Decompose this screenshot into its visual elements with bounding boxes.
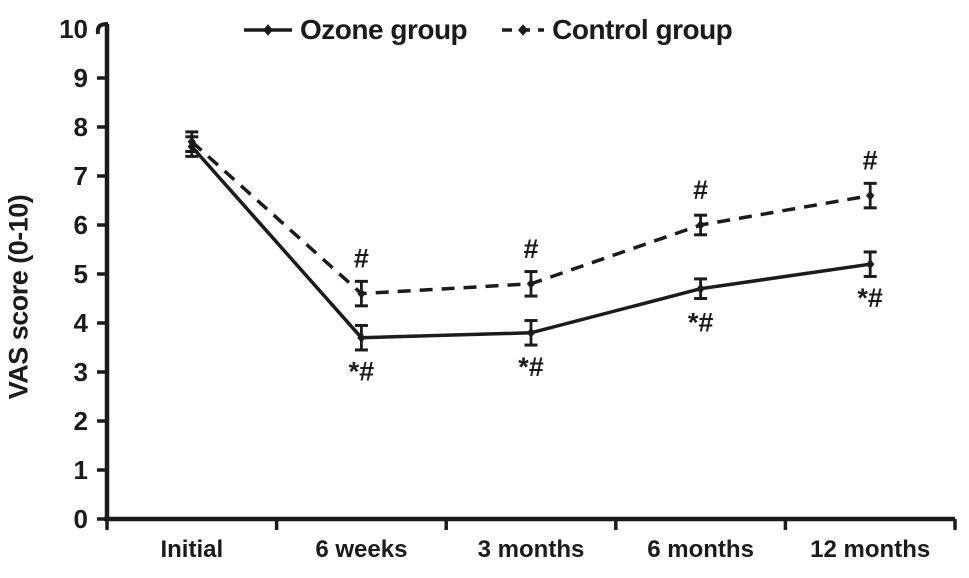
x-tick-label: Initial bbox=[160, 536, 223, 563]
ozone-group-data-point-marker bbox=[526, 327, 536, 338]
legend-item-control-group: Control group bbox=[501, 14, 733, 46]
ozone-group-significance-annotation: *# bbox=[518, 352, 544, 382]
x-tick-label: 3 months bbox=[478, 536, 585, 563]
control-group-data-point-marker bbox=[696, 220, 705, 230]
x-tick-label: 6 weeks bbox=[315, 536, 407, 563]
y-tick-label: 7 bbox=[74, 161, 88, 191]
ozone-group-significance-annotation: *# bbox=[688, 308, 714, 338]
y-tick-label: 10 bbox=[59, 14, 88, 44]
ozone-group-data-point-marker bbox=[696, 283, 705, 294]
control-group-data-point-marker bbox=[866, 190, 875, 201]
y-tick-label: 3 bbox=[74, 357, 88, 387]
ozone-group-data-point-marker bbox=[357, 332, 366, 343]
legend-label-ozone-group: Ozone group bbox=[300, 14, 468, 45]
control-group-significance-annotation: # bbox=[693, 175, 708, 205]
control-group-significance-annotation: # bbox=[354, 244, 369, 274]
y-tick-label: 2 bbox=[74, 406, 88, 436]
control-group-data-point-marker bbox=[526, 278, 536, 289]
y-tick-label: 5 bbox=[74, 259, 88, 289]
y-axis-title: VAS score (0-10) bbox=[3, 194, 34, 400]
legend-item-ozone-group: Ozone group bbox=[243, 14, 468, 46]
ozone-group-significance-annotation: *# bbox=[349, 357, 375, 387]
x-tick-label: 12 months bbox=[810, 536, 930, 563]
y-tick-label: 4 bbox=[74, 308, 89, 338]
y-axis-top-cap bbox=[95, 22, 109, 35]
control-group-significance-annotation: # bbox=[523, 234, 538, 264]
y-tick-label: 0 bbox=[74, 504, 88, 534]
ozone-solid-line-sample-icon bbox=[244, 24, 292, 36]
x-tick-label: 6 months bbox=[647, 536, 754, 563]
y-tick-label: 8 bbox=[74, 112, 88, 142]
chart-legend: Ozone group Control group bbox=[243, 14, 733, 46]
ozone-group-data-point-marker bbox=[866, 259, 875, 270]
control-group-significance-annotation: # bbox=[863, 146, 878, 176]
control-dashed-line-sample-icon bbox=[502, 24, 545, 36]
y-tick-label: 9 bbox=[74, 63, 88, 93]
legend-label-control-group: Control group bbox=[552, 14, 733, 45]
y-tick-label: 1 bbox=[74, 455, 88, 485]
control-group-data-point-marker bbox=[357, 288, 366, 299]
y-tick-label: 6 bbox=[74, 210, 88, 240]
ozone-group-data-point-marker bbox=[187, 141, 196, 152]
ozone-group-significance-annotation: *# bbox=[857, 283, 883, 313]
